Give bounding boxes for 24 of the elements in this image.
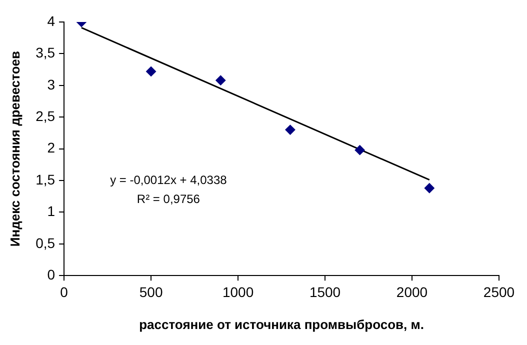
point xyxy=(424,183,434,194)
y-tick-label: 1 xyxy=(47,203,56,220)
point xyxy=(285,124,296,135)
y-tick-label: 4 xyxy=(47,12,56,29)
point xyxy=(354,145,365,156)
x-tick-label: 1500 xyxy=(309,284,341,300)
y-tick-label: 2 xyxy=(47,140,56,156)
y-tick-label: 1,5 xyxy=(36,171,56,188)
x-tick-label: 2000 xyxy=(396,284,428,300)
y-tick-label: 2,5 xyxy=(36,108,56,124)
x-tick-label: 2500 xyxy=(483,284,515,300)
point xyxy=(216,75,226,86)
x-tick-label: 1000 xyxy=(222,284,254,300)
point xyxy=(146,66,156,76)
y-tick-label: 3,5 xyxy=(36,44,56,61)
y-tick-label: 3 xyxy=(47,76,56,92)
x-axis-title: расстояние от источника промвыбросов, м. xyxy=(139,316,424,332)
y-tick-label: 0,5 xyxy=(36,234,56,251)
y-axis-title: Индекс состояния древестоев xyxy=(7,51,22,247)
annotation: R² = 0,9756 xyxy=(136,192,200,206)
x-tick-label: 500 xyxy=(139,284,163,300)
y-tick-label: 0 xyxy=(47,266,56,282)
annotation: y = -0,0012x + 4,0338 xyxy=(110,172,228,187)
x-tick-label: 0 xyxy=(60,284,68,300)
